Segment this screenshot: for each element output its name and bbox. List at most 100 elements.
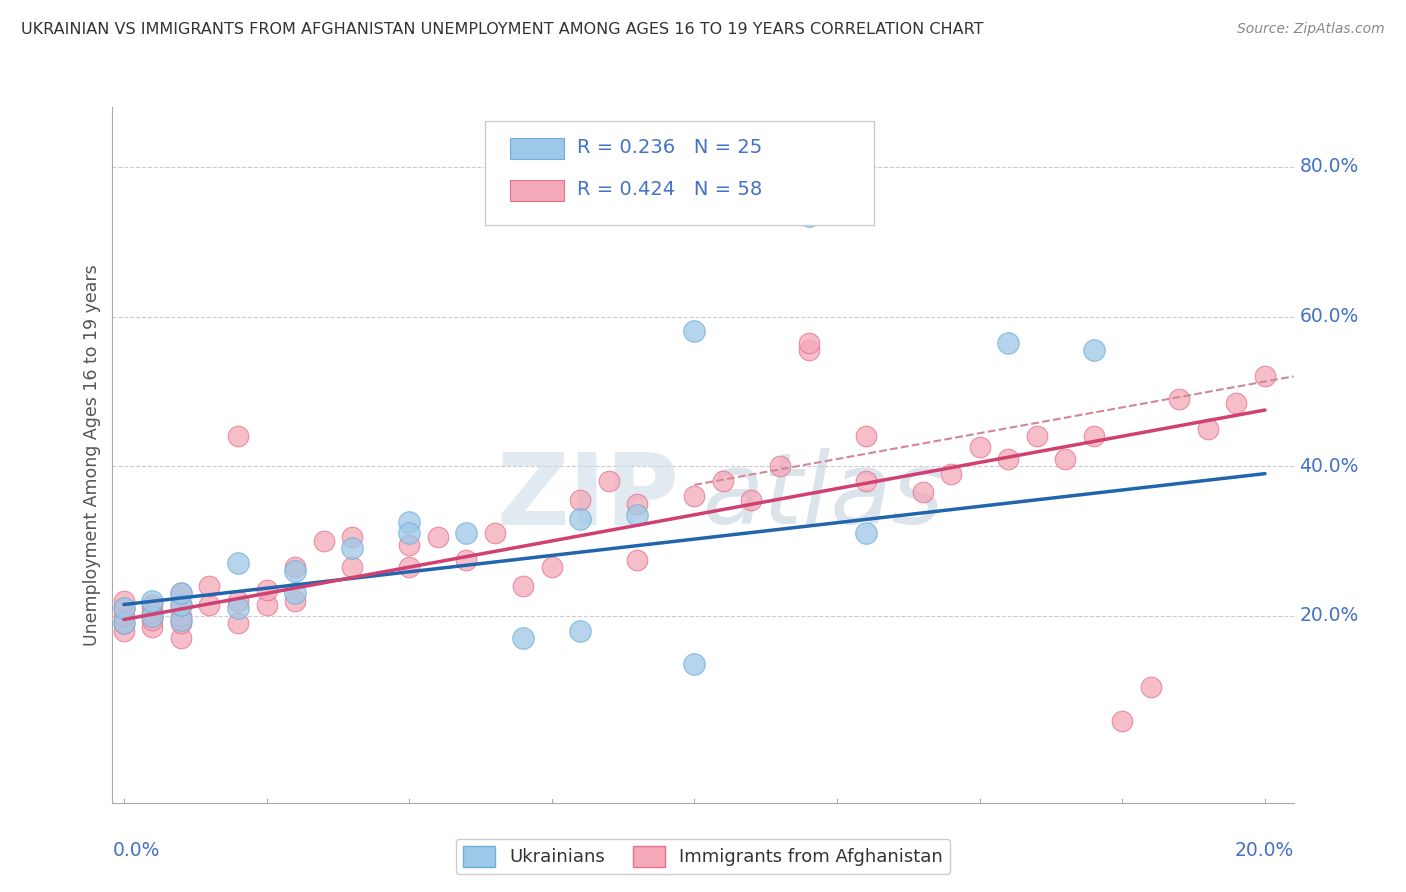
- Point: [170, 608, 193, 623]
- Point: [855, 526, 877, 541]
- Text: UKRAINIAN VS IMMIGRANTS FROM AFGHANISTAN UNEMPLOYMENT AMONG AGES 16 TO 19 YEARS : UKRAINIAN VS IMMIGRANTS FROM AFGHANISTAN…: [21, 22, 984, 37]
- Point: [198, 598, 221, 612]
- Point: [683, 325, 706, 339]
- Point: [256, 582, 278, 597]
- Point: [340, 541, 363, 556]
- Text: 80.0%: 80.0%: [1299, 157, 1358, 177]
- Point: [112, 624, 135, 638]
- Point: [769, 459, 792, 474]
- Point: [170, 616, 193, 631]
- Point: [170, 586, 193, 600]
- Point: [226, 616, 249, 631]
- Point: [997, 451, 1019, 466]
- Bar: [510, 180, 564, 201]
- Point: [997, 335, 1019, 350]
- Point: [683, 489, 706, 503]
- Point: [340, 560, 363, 574]
- Point: [426, 530, 449, 544]
- Point: [141, 605, 163, 619]
- Text: R = 0.236   N = 25: R = 0.236 N = 25: [576, 138, 762, 157]
- Point: [312, 533, 335, 548]
- Point: [141, 598, 163, 612]
- Point: [740, 492, 762, 507]
- Point: [398, 526, 420, 541]
- Point: [112, 594, 135, 608]
- Point: [855, 429, 877, 443]
- Point: [226, 601, 249, 615]
- Point: [1025, 429, 1047, 443]
- Text: atlas: atlas: [703, 448, 945, 545]
- Point: [797, 335, 820, 350]
- Point: [626, 552, 648, 566]
- Point: [141, 620, 163, 634]
- Text: 20.0%: 20.0%: [1234, 841, 1294, 860]
- Point: [1197, 422, 1219, 436]
- Point: [226, 557, 249, 571]
- Point: [626, 508, 648, 522]
- Point: [112, 601, 135, 615]
- Point: [1140, 680, 1163, 694]
- Point: [284, 564, 307, 578]
- Point: [398, 515, 420, 529]
- Point: [198, 579, 221, 593]
- Point: [141, 608, 163, 623]
- Text: Source: ZipAtlas.com: Source: ZipAtlas.com: [1237, 22, 1385, 37]
- Point: [626, 497, 648, 511]
- Point: [1225, 395, 1247, 409]
- Point: [170, 631, 193, 645]
- Point: [598, 474, 620, 488]
- Text: 40.0%: 40.0%: [1299, 457, 1358, 475]
- Point: [226, 594, 249, 608]
- Point: [911, 485, 934, 500]
- Point: [112, 616, 135, 631]
- Point: [284, 586, 307, 600]
- Point: [170, 598, 193, 612]
- Text: ZIP: ZIP: [496, 448, 679, 545]
- Point: [569, 492, 592, 507]
- Point: [969, 441, 991, 455]
- Point: [484, 526, 506, 541]
- Point: [340, 530, 363, 544]
- Point: [1254, 369, 1277, 384]
- Point: [512, 631, 534, 645]
- Point: [711, 474, 734, 488]
- Point: [1111, 714, 1133, 728]
- Point: [540, 560, 562, 574]
- Point: [398, 560, 420, 574]
- Point: [170, 598, 193, 612]
- Point: [1168, 392, 1191, 406]
- Point: [112, 616, 135, 631]
- Text: R = 0.424   N = 58: R = 0.424 N = 58: [576, 179, 762, 199]
- Point: [112, 601, 135, 615]
- Point: [1083, 429, 1105, 443]
- Point: [1083, 343, 1105, 358]
- Point: [170, 613, 193, 627]
- Point: [398, 538, 420, 552]
- Y-axis label: Unemployment Among Ages 16 to 19 years: Unemployment Among Ages 16 to 19 years: [83, 264, 101, 646]
- Point: [569, 511, 592, 525]
- Point: [855, 474, 877, 488]
- Point: [456, 552, 478, 566]
- Point: [284, 594, 307, 608]
- Bar: [510, 138, 564, 159]
- Text: 0.0%: 0.0%: [112, 841, 160, 860]
- Point: [456, 526, 478, 541]
- Point: [256, 598, 278, 612]
- Point: [141, 594, 163, 608]
- Point: [284, 560, 307, 574]
- Point: [683, 657, 706, 672]
- Text: 20.0%: 20.0%: [1299, 607, 1358, 625]
- Text: 60.0%: 60.0%: [1299, 307, 1358, 326]
- Point: [797, 343, 820, 358]
- Point: [941, 467, 963, 481]
- Point: [141, 613, 163, 627]
- Point: [797, 209, 820, 223]
- Point: [112, 608, 135, 623]
- Point: [1054, 451, 1077, 466]
- Legend: Ukrainians, Immigrants from Afghanistan: Ukrainians, Immigrants from Afghanistan: [456, 838, 950, 874]
- FancyBboxPatch shape: [485, 121, 875, 226]
- Point: [170, 586, 193, 600]
- Point: [226, 429, 249, 443]
- Point: [512, 579, 534, 593]
- Point: [569, 624, 592, 638]
